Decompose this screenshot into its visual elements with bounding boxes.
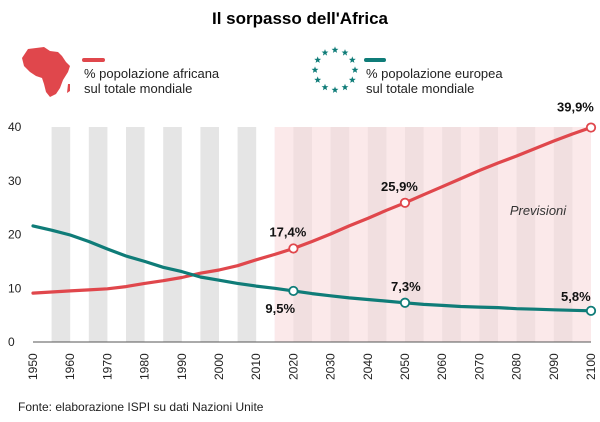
x-tick-label: 1960 xyxy=(63,353,77,380)
decade-stripe xyxy=(88,127,108,342)
y-tick-label: 40 xyxy=(8,120,22,134)
eu-star xyxy=(341,83,349,91)
data-point-marker xyxy=(585,305,597,316)
y-tick-label: 0 xyxy=(8,335,15,349)
decade-stripe xyxy=(237,127,257,342)
legend-europe-label-1: % popolazione europea xyxy=(366,66,503,81)
legend-africa-label-2: sul totale mondiale xyxy=(84,81,192,96)
decade-stripe xyxy=(423,127,443,342)
decade-stripe xyxy=(498,127,517,342)
eu-stars-icon xyxy=(311,46,359,93)
y-tick-label: 10 xyxy=(8,281,22,295)
data-label: 25,9% xyxy=(381,179,418,194)
series xyxy=(31,125,593,313)
data-point-marker xyxy=(399,297,411,308)
decade-stripe xyxy=(163,127,182,342)
data-label: 39,9% xyxy=(557,100,594,115)
eu-star xyxy=(351,66,359,73)
plot-background xyxy=(51,127,591,342)
forecast-label: Previsioni xyxy=(510,203,567,218)
x-tick-label: 2000 xyxy=(212,353,226,380)
x-tick-label: 2040 xyxy=(361,353,375,380)
legend-africa-label-1: % popolazione africana xyxy=(84,66,220,81)
markers xyxy=(288,122,597,316)
eu-star xyxy=(321,83,329,91)
legend-europe-label-2: sul totale mondiale xyxy=(366,81,474,96)
data-label: 17,4% xyxy=(269,224,306,239)
x-tick-label: 1980 xyxy=(138,353,152,380)
y-tick-label: 20 xyxy=(8,228,22,242)
eu-star xyxy=(348,56,356,63)
series-line-africa xyxy=(31,125,593,295)
data-point-marker xyxy=(288,243,299,254)
legend-europe: % popolazione europea sul totale mondial… xyxy=(311,46,503,96)
eu-star xyxy=(348,76,356,83)
decade-stripe xyxy=(535,127,554,342)
x-tick-label: 2090 xyxy=(547,353,561,380)
decade-stripe xyxy=(200,127,219,342)
x-tick-label: 2050 xyxy=(398,353,412,380)
x-tick-label: 2060 xyxy=(435,353,449,380)
data-label: 9,5% xyxy=(265,301,295,316)
decade-stripe xyxy=(51,127,71,342)
eu-star xyxy=(314,76,322,83)
eu-star xyxy=(341,49,349,56)
data-point-marker xyxy=(399,197,411,208)
decade-stripe xyxy=(349,127,368,342)
x-tick-label: 1990 xyxy=(175,353,189,380)
data-label: 5,8% xyxy=(561,289,591,304)
x-tick-label: 2070 xyxy=(472,353,486,380)
x-tick-label: 2010 xyxy=(249,353,263,380)
decade-stripe xyxy=(460,127,480,342)
data-labels: 17,4% 25,9% 39,9% 9,5% 7,3% 5,8% xyxy=(265,100,594,316)
data-point-marker xyxy=(288,285,299,297)
decade-stripe xyxy=(572,127,591,342)
eu-star xyxy=(331,46,339,53)
decade-stripe xyxy=(386,127,405,342)
africa-map-icon xyxy=(22,47,70,97)
eu-star xyxy=(314,56,322,63)
series-line-europe xyxy=(31,224,593,313)
x-tick-label: 2020 xyxy=(286,353,300,380)
x-tick-label: 2080 xyxy=(510,353,524,380)
chart-title: Il sorpasso dell'Africa xyxy=(212,9,389,28)
source-note: Fonte: elaborazione ISPI su dati Nazioni… xyxy=(18,400,264,414)
y-tick-label: 30 xyxy=(8,174,22,188)
x-tick-label: 2100 xyxy=(584,353,598,380)
decade-stripe xyxy=(312,127,331,342)
x-tick-label: 1970 xyxy=(100,353,114,380)
x-tick-label: 2030 xyxy=(324,353,338,380)
data-point-marker xyxy=(585,122,597,133)
legend-africa: % popolazione africana sul totale mondia… xyxy=(22,47,220,97)
decade-stripe xyxy=(126,127,145,342)
eu-star xyxy=(321,49,329,56)
eu-star xyxy=(331,86,339,93)
eu-star xyxy=(311,66,319,73)
legend: % popolazione africana sul totale mondia… xyxy=(22,46,503,97)
x-tick-label: 1950 xyxy=(26,353,40,380)
data-label: 7,3% xyxy=(391,279,421,294)
